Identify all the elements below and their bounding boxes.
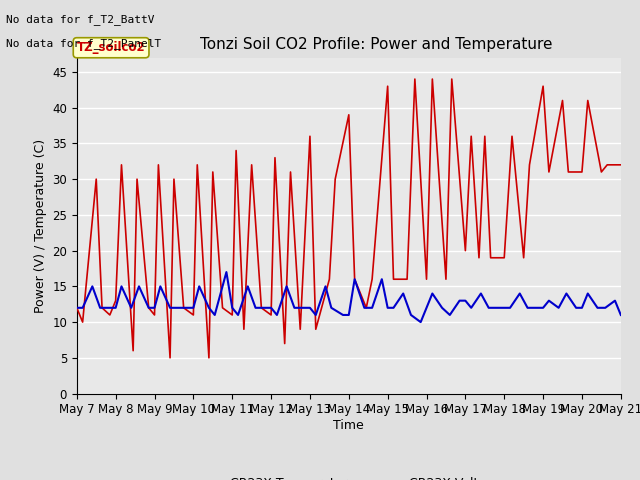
Text: No data for f_T2_BattV: No data for f_T2_BattV bbox=[6, 14, 155, 25]
Title: Tonzi Soil CO2 Profile: Power and Temperature: Tonzi Soil CO2 Profile: Power and Temper… bbox=[200, 37, 552, 52]
Y-axis label: Power (V) / Temperature (C): Power (V) / Temperature (C) bbox=[34, 139, 47, 312]
Legend: CR23X Temperature, CR23X Voltage: CR23X Temperature, CR23X Voltage bbox=[190, 472, 508, 480]
X-axis label: Time: Time bbox=[333, 419, 364, 432]
Text: TZ_soilco2: TZ_soilco2 bbox=[77, 41, 145, 54]
Text: No data for f_T2_PanelT: No data for f_T2_PanelT bbox=[6, 38, 162, 49]
